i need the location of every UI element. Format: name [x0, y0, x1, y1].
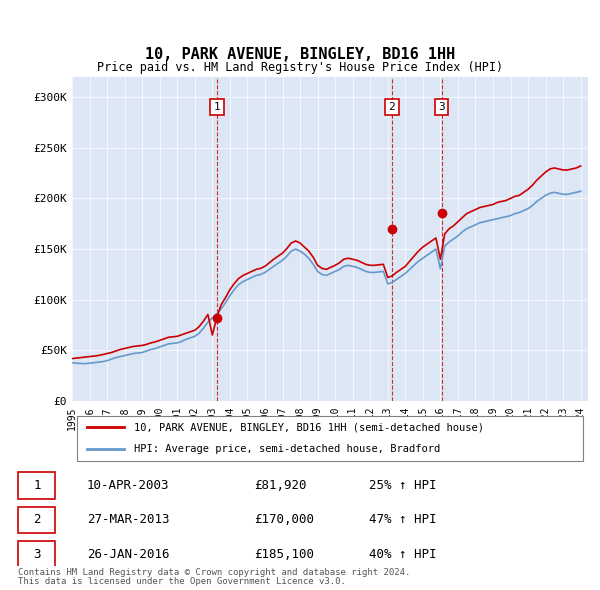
Text: 40% ↑ HPI: 40% ↑ HPI — [369, 548, 437, 560]
Text: 3: 3 — [438, 102, 445, 112]
Text: 2: 2 — [388, 102, 395, 112]
Text: HPI: Average price, semi-detached house, Bradford: HPI: Average price, semi-detached house,… — [134, 444, 440, 454]
FancyBboxPatch shape — [77, 415, 583, 461]
FancyBboxPatch shape — [18, 473, 55, 499]
Text: 26-JAN-2016: 26-JAN-2016 — [87, 548, 169, 560]
Text: 10, PARK AVENUE, BINGLEY, BD16 1HH (semi-detached house): 10, PARK AVENUE, BINGLEY, BD16 1HH (semi… — [134, 422, 484, 432]
Text: 27-MAR-2013: 27-MAR-2013 — [87, 513, 169, 526]
Text: £81,920: £81,920 — [254, 479, 307, 493]
Text: 10, PARK AVENUE, BINGLEY, BD16 1HH: 10, PARK AVENUE, BINGLEY, BD16 1HH — [145, 47, 455, 62]
Text: 3: 3 — [33, 548, 41, 560]
Text: 1: 1 — [33, 479, 41, 493]
Text: Price paid vs. HM Land Registry's House Price Index (HPI): Price paid vs. HM Land Registry's House … — [97, 61, 503, 74]
Text: 10-APR-2003: 10-APR-2003 — [87, 479, 169, 493]
FancyBboxPatch shape — [18, 540, 55, 568]
Text: 1: 1 — [214, 102, 220, 112]
Text: 47% ↑ HPI: 47% ↑ HPI — [369, 513, 437, 526]
FancyBboxPatch shape — [18, 506, 55, 533]
Text: This data is licensed under the Open Government Licence v3.0.: This data is licensed under the Open Gov… — [18, 577, 346, 586]
Text: £185,100: £185,100 — [254, 548, 314, 560]
Text: £170,000: £170,000 — [254, 513, 314, 526]
Text: 2: 2 — [33, 513, 41, 526]
Text: 25% ↑ HPI: 25% ↑ HPI — [369, 479, 437, 493]
Text: Contains HM Land Registry data © Crown copyright and database right 2024.: Contains HM Land Registry data © Crown c… — [18, 568, 410, 577]
